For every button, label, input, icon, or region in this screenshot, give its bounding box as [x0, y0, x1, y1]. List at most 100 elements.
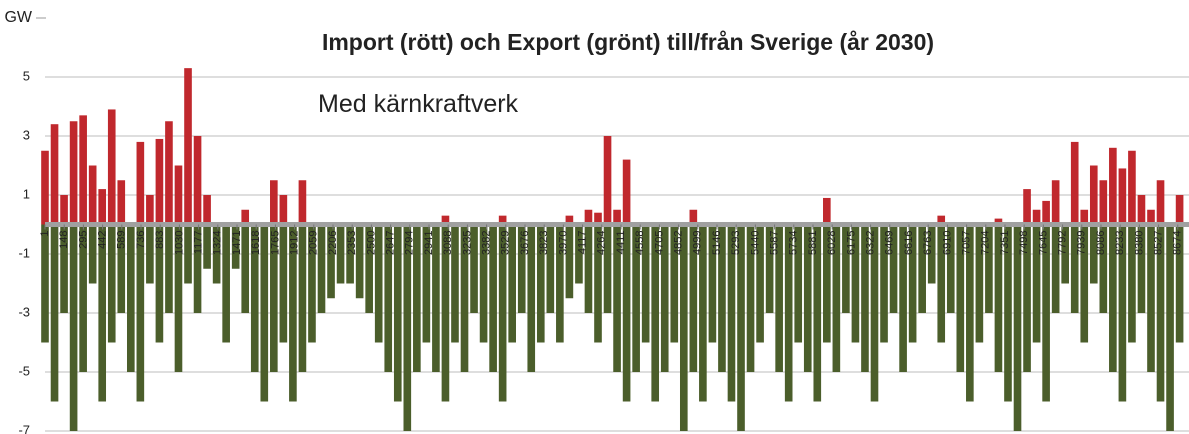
y-tick-label: -3 — [18, 304, 30, 319]
bar — [613, 209, 621, 225]
x-tick-label: 1 — [39, 231, 51, 237]
bar — [203, 224, 211, 269]
bar — [603, 224, 612, 313]
bar — [508, 224, 517, 343]
bar — [1109, 147, 1117, 225]
bar — [460, 224, 469, 372]
x-tick-label: 6763 — [922, 231, 934, 255]
bar — [1070, 141, 1079, 225]
bar — [489, 224, 497, 372]
bar — [107, 224, 116, 343]
bar — [1099, 224, 1108, 313]
x-tick-label: 442 — [97, 231, 109, 249]
bar — [870, 224, 879, 402]
x-tick-label: 8086 — [1095, 231, 1107, 255]
x-tick-label: 5146 — [711, 231, 723, 255]
bar — [699, 224, 707, 402]
bar — [679, 224, 688, 431]
bar — [1013, 224, 1022, 431]
bar — [1128, 224, 1136, 343]
bar — [708, 224, 717, 343]
bar — [1156, 224, 1165, 402]
bar — [1156, 180, 1165, 225]
bar — [241, 224, 250, 313]
bar — [1080, 209, 1089, 225]
x-tick-label: 8674 — [1172, 231, 1184, 255]
bar — [861, 224, 869, 372]
bar — [1061, 224, 1069, 284]
x-tick-label: 7939 — [1076, 231, 1088, 255]
bar — [632, 224, 640, 372]
bar — [1166, 224, 1174, 431]
bar — [813, 224, 822, 402]
bar — [1118, 168, 1127, 225]
x-tick-label: 6616 — [903, 231, 915, 255]
bar — [985, 224, 993, 313]
bar — [98, 189, 107, 225]
bar — [174, 224, 183, 372]
bar — [308, 224, 316, 343]
x-tick-label: 1912 — [288, 231, 300, 255]
x-tick-label: 4852 — [672, 231, 684, 255]
x-tick-label: 2794 — [404, 231, 416, 255]
bar — [737, 224, 745, 431]
bar — [1137, 195, 1146, 225]
x-tick-label: 4264 — [596, 231, 608, 255]
y-tick-label: -1 — [18, 245, 30, 260]
y-tick-label: 5 — [23, 68, 30, 83]
bar — [775, 224, 783, 372]
bar — [155, 138, 164, 225]
x-tick-label: 4705 — [653, 231, 665, 255]
bar — [355, 224, 364, 299]
x-tick-label: 3970 — [557, 231, 569, 255]
bar — [136, 141, 145, 225]
x-tick-label: 4558 — [634, 231, 646, 255]
bar — [613, 224, 621, 372]
bar — [107, 109, 116, 225]
x-tick-label: 7498 — [1018, 231, 1030, 255]
bar — [451, 224, 459, 343]
bar — [413, 224, 421, 372]
bar — [41, 150, 49, 225]
bar — [584, 224, 593, 313]
bar — [823, 224, 831, 343]
bar — [441, 224, 450, 402]
bar — [126, 224, 135, 372]
x-tick-label: 1177 — [193, 231, 205, 255]
x-tick-label: 7792 — [1056, 231, 1068, 255]
bar — [498, 224, 507, 402]
bar — [584, 209, 593, 225]
bar — [327, 224, 335, 299]
x-tick-label: 2059 — [308, 231, 320, 255]
bar — [1042, 224, 1050, 402]
x-tick-label: 5881 — [807, 231, 819, 255]
bar — [60, 195, 68, 225]
x-tick-label: 883 — [154, 231, 166, 249]
bars — [41, 68, 1184, 431]
bar — [193, 136, 202, 225]
bar — [1089, 165, 1098, 225]
bar — [498, 215, 507, 225]
x-tick-label: 589 — [116, 231, 128, 249]
bar — [622, 224, 631, 402]
bar — [79, 224, 87, 372]
bar — [184, 224, 192, 284]
bar — [250, 224, 259, 372]
bar — [517, 224, 526, 313]
x-tick-label: 8380 — [1133, 231, 1145, 255]
bar — [1042, 200, 1050, 225]
bar — [88, 224, 97, 284]
bar — [270, 180, 278, 225]
x-tick-label: 2941 — [423, 231, 435, 255]
bar — [603, 136, 612, 225]
bar — [441, 215, 450, 225]
bar — [289, 224, 297, 402]
bar — [165, 121, 173, 225]
x-tick-label: 7351 — [999, 231, 1011, 255]
bar — [975, 224, 984, 343]
x-tick-label: 2647 — [384, 231, 396, 255]
bar — [937, 215, 946, 225]
bar — [565, 224, 574, 299]
x-tick-label: 4411 — [615, 231, 627, 255]
